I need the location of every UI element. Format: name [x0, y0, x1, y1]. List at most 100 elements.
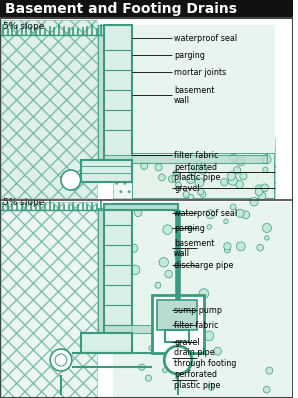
Text: mortar joints: mortar joints [174, 68, 226, 76]
Text: Basement and Footing Drains: Basement and Footing Drains [5, 2, 237, 16]
Bar [1, 20, 97, 198]
Circle shape [187, 175, 195, 183]
Circle shape [173, 170, 179, 176]
Text: 5% slope: 5% slope [3, 21, 44, 31]
Circle shape [236, 209, 244, 217]
Circle shape [206, 210, 215, 219]
Circle shape [196, 160, 201, 166]
Text: waterproof seal: waterproof seal [174, 33, 237, 43]
Circle shape [187, 226, 192, 231]
Text: gravel: gravel [174, 183, 200, 193]
Text: gravel: gravel [174, 338, 200, 347]
Bar [104, 204, 178, 210]
Text: 5% slope: 5% slope [3, 197, 44, 207]
Circle shape [163, 225, 172, 234]
Bar [104, 208, 132, 353]
Circle shape [155, 164, 162, 171]
Circle shape [261, 184, 268, 192]
Circle shape [230, 204, 236, 210]
Circle shape [255, 185, 263, 192]
Circle shape [236, 181, 243, 188]
Circle shape [237, 157, 245, 166]
Bar [81, 160, 132, 182]
Circle shape [189, 168, 196, 176]
Circle shape [257, 244, 263, 251]
Circle shape [174, 250, 182, 258]
Circle shape [183, 191, 189, 198]
Circle shape [240, 172, 247, 180]
Circle shape [214, 347, 221, 355]
Bar [104, 25, 132, 180]
Text: basement
wall: basement wall [174, 86, 215, 105]
Circle shape [198, 165, 207, 174]
Bar [165, 330, 189, 342]
Circle shape [224, 219, 228, 224]
Circle shape [236, 242, 245, 251]
Bar [113, 138, 275, 198]
Text: perforated
plastic pipe: perforated plastic pipe [174, 371, 221, 390]
Circle shape [168, 176, 175, 182]
Circle shape [145, 375, 151, 381]
Text: waterproof seal: waterproof seal [174, 209, 237, 218]
Circle shape [130, 265, 140, 275]
Circle shape [207, 224, 212, 229]
Bar [0, 0, 293, 18]
Circle shape [229, 154, 237, 162]
Circle shape [242, 211, 249, 219]
Circle shape [195, 178, 204, 187]
Circle shape [227, 172, 236, 180]
Bar [153, 295, 204, 353]
Circle shape [263, 167, 268, 172]
Text: discharge pipe: discharge pipe [174, 261, 233, 269]
Bar [104, 325, 203, 333]
Circle shape [200, 191, 206, 197]
Bar [98, 208, 104, 333]
Circle shape [164, 346, 192, 374]
Circle shape [176, 182, 181, 188]
Circle shape [55, 354, 67, 366]
Circle shape [141, 162, 148, 170]
Circle shape [199, 289, 209, 298]
Text: filter fabric: filter fabric [174, 150, 218, 160]
Text: drain pipe
through footing: drain pipe through footing [174, 349, 236, 367]
Circle shape [155, 282, 161, 288]
Circle shape [265, 236, 269, 240]
Circle shape [208, 384, 215, 390]
Text: basement
wall: basement wall [174, 238, 215, 258]
Circle shape [228, 176, 238, 185]
Circle shape [250, 197, 258, 206]
Bar [1, 202, 97, 397]
Circle shape [139, 364, 145, 370]
Circle shape [61, 170, 81, 190]
Circle shape [134, 209, 142, 217]
Circle shape [258, 192, 266, 200]
Text: parging: parging [174, 51, 205, 60]
Circle shape [262, 154, 271, 164]
Circle shape [172, 174, 181, 183]
Bar [113, 25, 275, 155]
Circle shape [224, 247, 230, 253]
Bar [1, 20, 97, 198]
Bar [157, 300, 197, 330]
Circle shape [224, 243, 231, 250]
Circle shape [255, 188, 263, 195]
Circle shape [165, 270, 172, 278]
Text: perforated
plastic pipe: perforated plastic pipe [174, 162, 221, 181]
Circle shape [159, 258, 168, 267]
Text: filter fabric: filter fabric [174, 320, 218, 330]
Text: sump pump: sump pump [174, 306, 222, 314]
Circle shape [221, 179, 228, 186]
Circle shape [233, 167, 241, 174]
Text: parging: parging [174, 224, 205, 232]
Circle shape [204, 331, 214, 341]
Circle shape [149, 346, 154, 351]
Bar [98, 25, 104, 160]
Bar [113, 202, 291, 397]
Circle shape [263, 223, 271, 232]
Circle shape [263, 386, 270, 393]
Circle shape [130, 244, 138, 252]
Bar [104, 155, 266, 163]
Circle shape [159, 174, 165, 181]
Bar [132, 153, 274, 198]
Circle shape [266, 367, 273, 374]
